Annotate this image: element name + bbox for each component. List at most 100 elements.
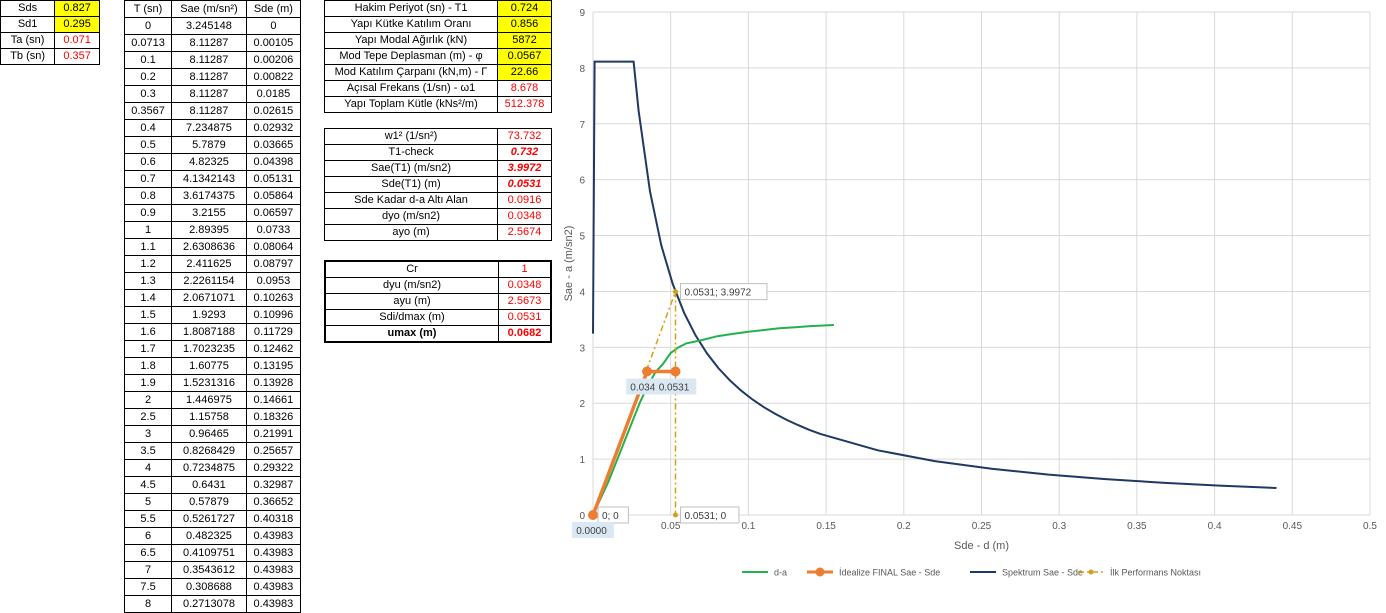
table-cell: 1.2 [123,255,173,273]
table-cell: 0.13195 [245,357,302,375]
table-cell: 0.3543612 [171,561,247,579]
modal-label: Yapı Kütke Katılım Oranı [324,16,498,33]
table-cell: 0.4109751 [171,544,247,562]
table-cell: 0.03665 [245,136,302,154]
table-row: 0.3 8.11287 0.0185 [123,85,302,103]
table-cell: 2.2261154 [171,272,247,290]
check-row: Sde Kadar d-a Altı Alan 0.0916 [324,192,552,209]
table-cell: 4.1342143 [171,170,247,188]
x-tick-label: 0.2 [897,521,911,532]
check-label: Sde Kadar d-a Altı Alan [324,192,498,209]
modal-table: Hakim Periyot (sn) - T1 0.724 Yapı Kütke K… [324,0,552,113]
table-cell: 2 [123,391,173,409]
modal-value: 5872 [497,32,552,49]
table-cell: 1.9 [123,374,173,392]
y-axis-label: Sae - a (m/sn2) [563,226,575,302]
table-cell: 1.1 [123,238,173,256]
table-cell: 0.8268429 [171,442,247,460]
cr-row: ayu (m) 2.5673 [324,293,552,310]
table-row: 7.5 0.308688 0.43983 [123,578,302,596]
table-cell: 0.43983 [245,561,302,579]
table-cell: 0.08797 [245,255,302,273]
table-row: 0.7 4.1342143 0.05131 [123,170,302,188]
table-cell: 8.11287 [171,34,247,52]
modal-row: Hakim Periyot (sn) - T1 0.724 [324,0,552,17]
table-row: 0.3567 8.11287 0.02615 [123,102,302,120]
table-cell: 0.6431 [171,476,247,494]
data-label: 0.0531 [659,383,690,394]
table-row: 1.8 1.60775 0.13195 [123,357,302,375]
table-cell: 0.7234875 [171,459,247,477]
table-row: 1.1 2.6308636 0.08064 [123,238,302,256]
data-label: 0.0531; 3.9972 [685,288,752,299]
cr-label: ayu (m) [324,293,499,310]
table-cell: 0.00105 [245,34,302,52]
modal-value: 8.678 [497,80,552,97]
table-cell: 0.482325 [171,527,247,545]
performance-point [673,289,679,295]
table-cell: 0.6 [123,153,173,171]
table-cell: 0.08064 [245,238,302,256]
table-cell: 8.11287 [171,85,247,103]
modal-value: 512.378 [497,96,552,113]
table-cell: 8 [123,595,173,613]
param-value: 0.071 [54,32,100,49]
table-cell: 0.4 [123,119,173,137]
table-cell: 0.43983 [245,544,302,562]
table-cell: 2.89395 [171,221,247,239]
table-cell: 1.9293 [171,306,247,324]
table-cell: 0.00822 [245,68,302,86]
modal-label: Yapı Modal Ağırlık (kN) [324,32,498,49]
table-cell: 3.245148 [171,17,247,35]
table-cell: 0.32987 [245,476,302,494]
table-cell: 6 [123,527,173,545]
table-row: 0.4 7.234875 0.02932 [123,119,302,137]
table-cell: 0.40318 [245,510,302,528]
x-tick-label: 0.35 [1127,521,1147,532]
cr-label: Sdi/dmax (m) [324,309,499,326]
legend-marker [815,567,825,577]
idealize-point [670,366,681,377]
table-row: 4.5 0.6431 0.32987 [123,476,302,494]
modal-label: Hakim Periyot (sn) - T1 [324,0,498,17]
table-cell: 1.8087188 [171,323,247,341]
param-row: Ta (sn) 0.071 [0,32,100,49]
table-row: 0.0713 8.11287 0.00105 [123,34,302,52]
table-cell: 2.6308636 [171,238,247,256]
data-label: 0.0531; 0 [685,511,727,522]
table-row: 6.5 0.4109751 0.43983 [123,544,302,562]
table-cell: 0.96465 [171,425,247,443]
legend-label: İdealize FINAL Sae - Sde [839,568,940,578]
cr-table: Cr 1 dyu (m/sn2) 0.0348 ayu (m) 2.5673 Sdi/dma… [324,260,552,343]
table-cell: 0.25657 [245,442,302,460]
table-cell: 0.13928 [245,374,302,392]
param-row: Sd1 0.295 [0,16,100,33]
check-value: 0.0916 [497,192,552,209]
table-cell: 0.7 [123,170,173,188]
modal-row: Yapı Kütke Katılım Oranı 0.856 [324,16,552,33]
y-tick-label: 6 [579,176,585,187]
table-row: 1.4 2.0671071 0.10263 [123,289,302,307]
table-cell: 0.06597 [245,204,302,222]
table-row: 1.2 2.411625 0.08797 [123,255,302,273]
check-row: Sae(T1) (m/sn2) 3.9972 [324,160,552,177]
table-cell: 7.5 [123,578,173,596]
table-cell: 1.60775 [171,357,247,375]
table-cell: 0.1 [123,51,173,69]
x-tick-label: 0.4 [1208,521,1222,532]
table-cell: 0.0733 [245,221,302,239]
y-tick-label: 1 [579,455,585,466]
table-cell: 0.05864 [245,187,302,205]
y-tick-label: 2 [579,399,585,410]
table-row: 1.7 1.7023235 0.12462 [123,340,302,358]
modal-label: Mod Tepe Deplasman (m) - φ [324,48,498,65]
table-row: 4 0.7234875 0.29322 [123,459,302,477]
y-tick-label: 3 [579,343,585,354]
table-cell: 1.4 [123,289,173,307]
x-tick-label: 0.25 [972,521,992,532]
legend-label: d-a [774,568,787,578]
check-row: dyo (m/sn2) 0.0348 [324,208,552,225]
table-row: 8 0.2713078 0.43983 [123,595,302,613]
table-cell: 3.5 [123,442,173,460]
check-row: w1² (1/sn²) 73.732 [324,128,552,145]
